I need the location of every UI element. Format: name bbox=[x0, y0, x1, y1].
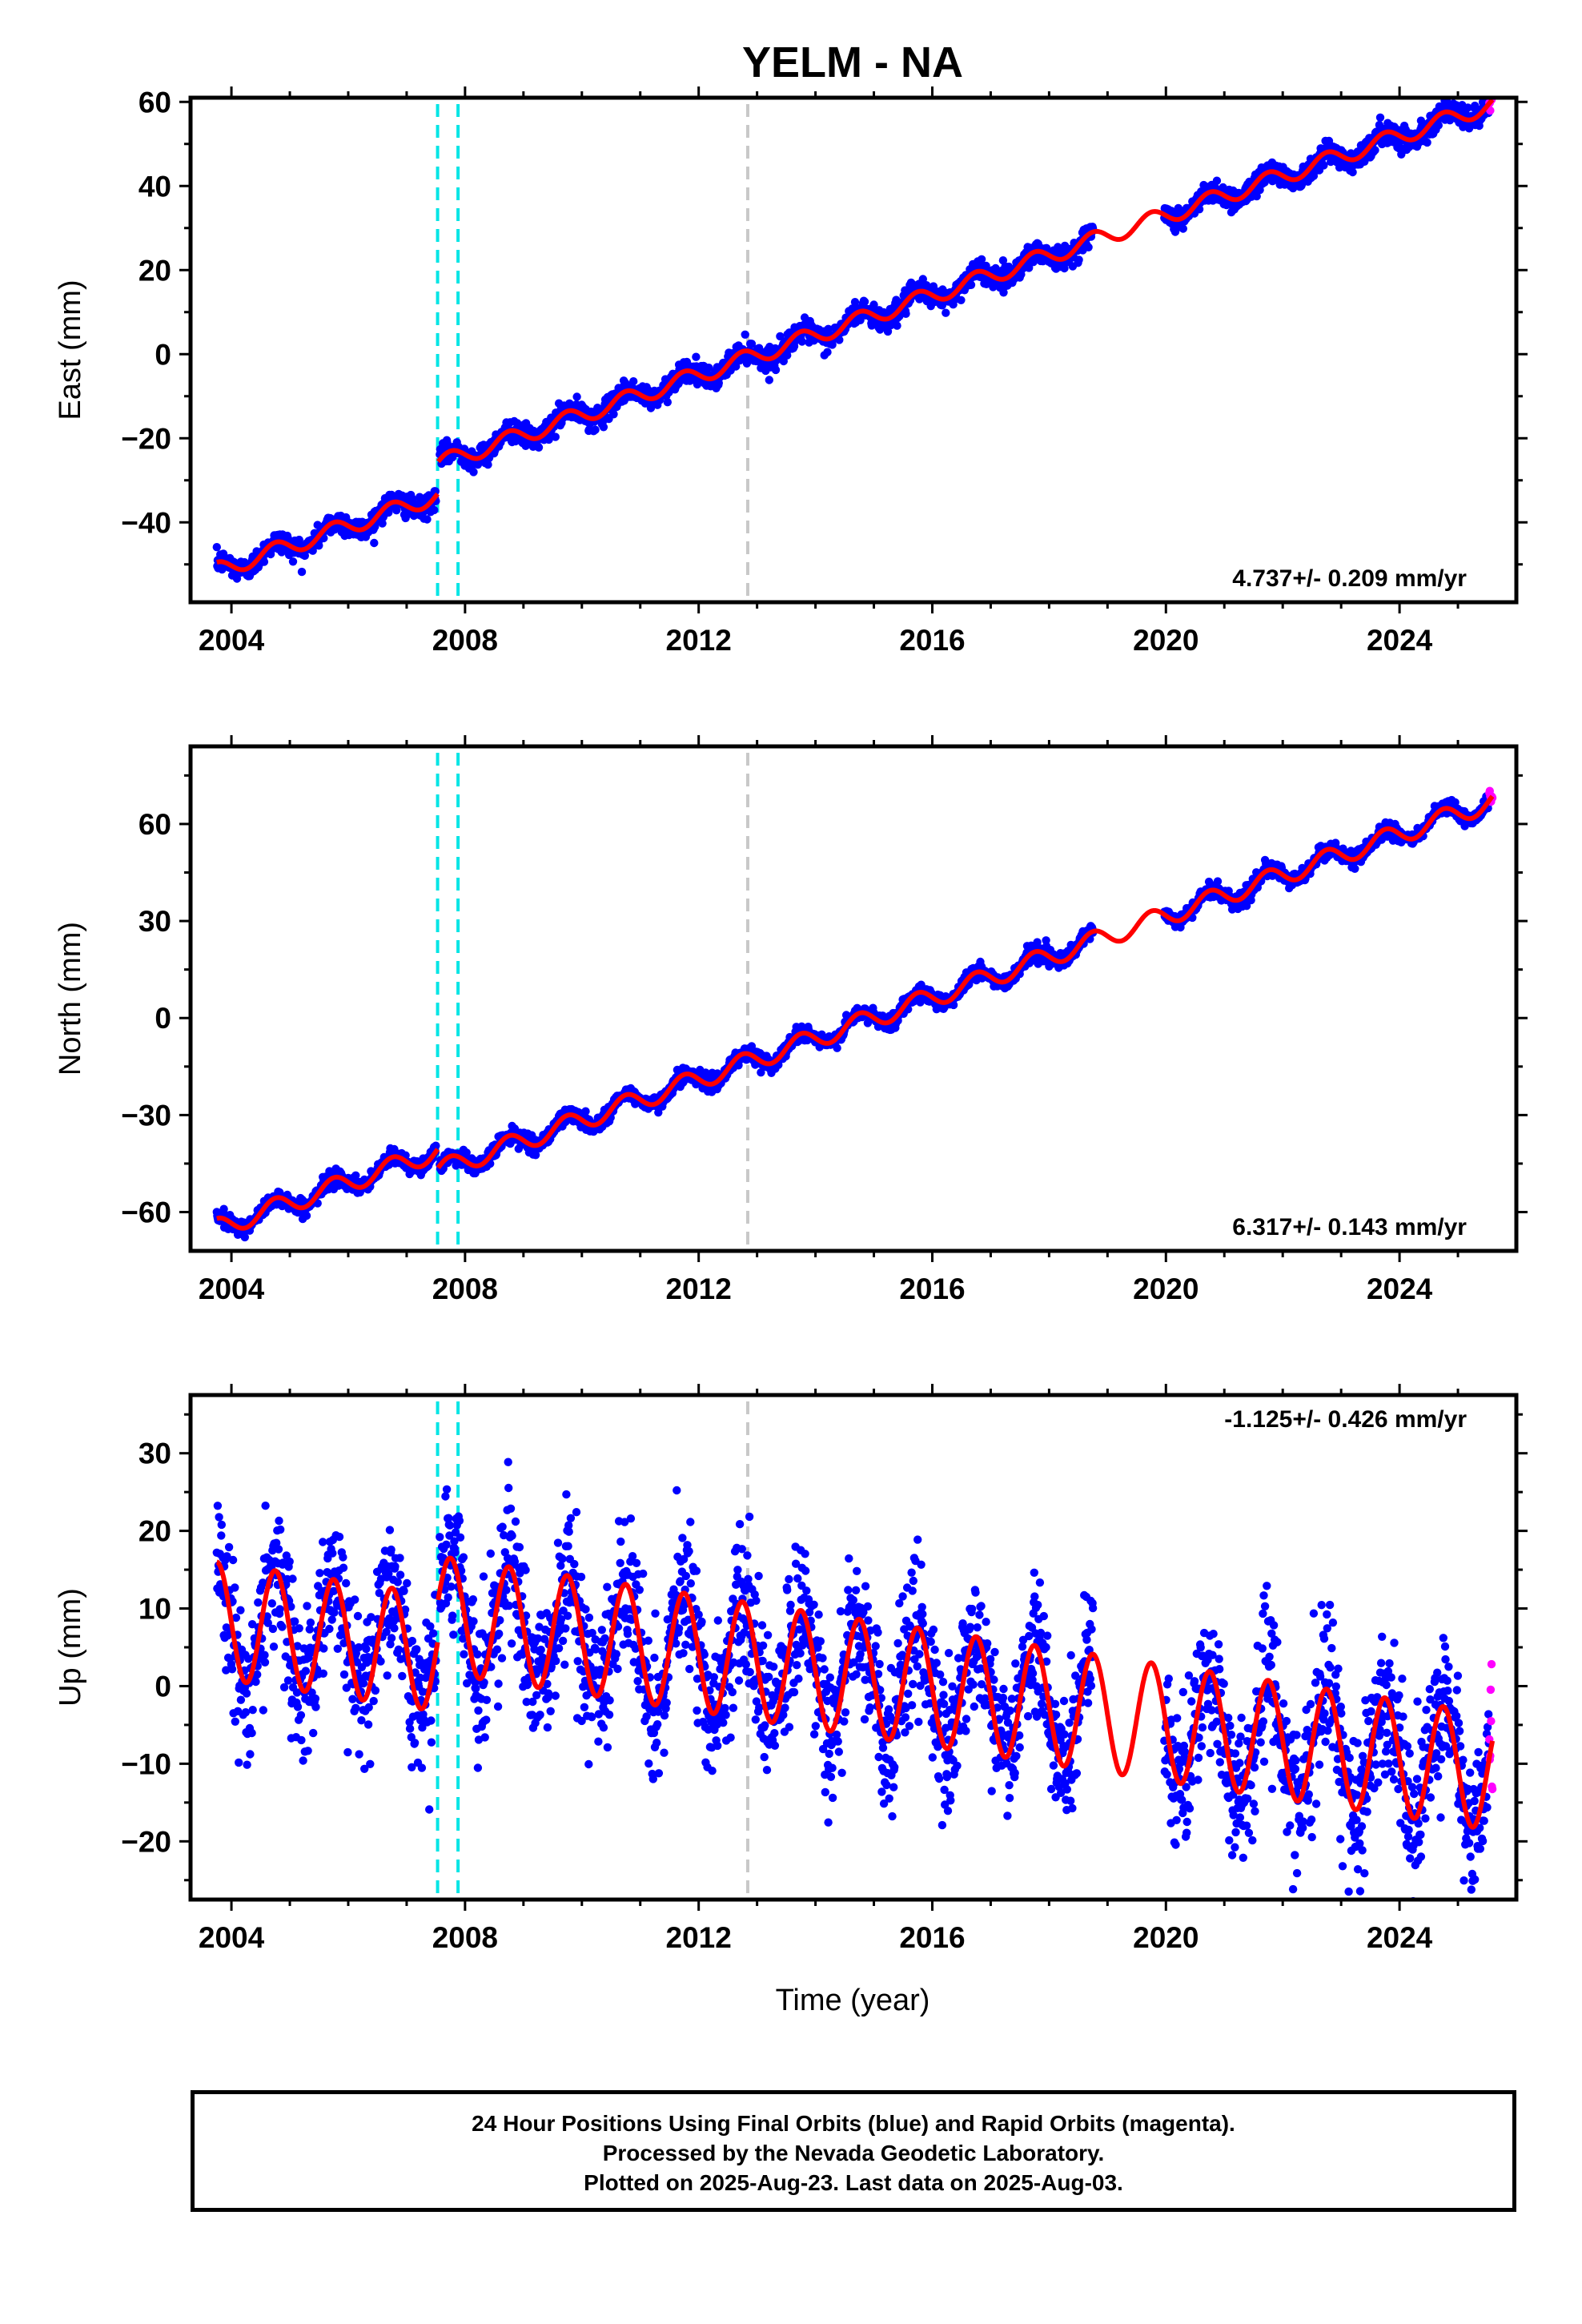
figure-title: YELM - NA bbox=[742, 38, 963, 86]
data-point bbox=[259, 557, 269, 566]
y-tick-label: 0 bbox=[155, 338, 171, 371]
data-point bbox=[315, 541, 323, 550]
data-point bbox=[599, 423, 608, 432]
data-point bbox=[534, 443, 544, 452]
data-point bbox=[469, 468, 478, 476]
data-point bbox=[957, 296, 966, 304]
data-point bbox=[378, 519, 387, 528]
data-point bbox=[823, 348, 832, 356]
data-point bbox=[835, 336, 844, 344]
data-point bbox=[1423, 138, 1431, 147]
data-point bbox=[591, 425, 600, 434]
data-point bbox=[1178, 224, 1188, 233]
data-point bbox=[288, 557, 298, 566]
data-point bbox=[609, 410, 618, 419]
y-tick-label: 60 bbox=[139, 86, 171, 119]
data-point bbox=[747, 340, 757, 348]
data-point bbox=[1213, 877, 1223, 886]
data-point bbox=[1074, 255, 1083, 264]
x-tick-label: 2012 bbox=[666, 624, 732, 657]
data-point bbox=[297, 567, 307, 577]
data-point bbox=[370, 538, 379, 548]
y-tick-label: 20 bbox=[139, 254, 171, 287]
data-point bbox=[544, 435, 553, 444]
data-point bbox=[741, 330, 749, 339]
panel-east: 2004 2008 2012 2016 2020 2024 −40 −20 0 20 40 60 Eas… bbox=[54, 83, 1528, 657]
data-point bbox=[966, 280, 976, 289]
y-tick-label: 40 bbox=[139, 170, 171, 203]
data-point bbox=[430, 505, 439, 515]
data-point bbox=[431, 487, 440, 496]
x-tick-label: 2016 bbox=[899, 624, 965, 657]
data-point bbox=[1212, 176, 1222, 185]
rate-label-east: 4.737+/- 0.209 mm/yr bbox=[1232, 565, 1467, 592]
data-point bbox=[705, 364, 713, 372]
panel-north: 2004 2008 2012 2016 2020 2024−60−3003060North… bbox=[54, 735, 1528, 1305]
data-point bbox=[1434, 121, 1443, 130]
data-point bbox=[212, 543, 221, 552]
data-point bbox=[484, 460, 492, 469]
x-tick-label: 2004 bbox=[199, 624, 265, 657]
data-point bbox=[771, 365, 781, 375]
data-point bbox=[776, 332, 785, 341]
data-point bbox=[942, 308, 950, 317]
data-point bbox=[1488, 83, 1496, 91]
data-point bbox=[883, 327, 893, 336]
data-point bbox=[663, 398, 672, 407]
data-point bbox=[572, 392, 581, 401]
data-point bbox=[901, 309, 910, 318]
data-point bbox=[833, 1043, 841, 1052]
plot-area-east bbox=[212, 83, 1496, 602]
data-point bbox=[1319, 161, 1328, 170]
data-point bbox=[893, 321, 901, 330]
x-tick-label: 2008 bbox=[432, 624, 498, 657]
data-point bbox=[295, 535, 303, 545]
data-point bbox=[629, 377, 638, 386]
data-point bbox=[797, 337, 806, 346]
plot-area-north bbox=[212, 753, 1497, 1251]
x-tick-label: 2020 bbox=[1133, 624, 1199, 657]
data-point bbox=[423, 515, 432, 524]
y-axis-label-east: East (mm) bbox=[54, 279, 87, 420]
data-point bbox=[876, 324, 885, 333]
data-point bbox=[732, 362, 741, 371]
y-tick-label: −40 bbox=[121, 506, 171, 539]
data-point bbox=[1084, 243, 1093, 251]
data-point bbox=[551, 432, 560, 441]
data-point bbox=[765, 376, 773, 384]
data-point bbox=[692, 352, 701, 361]
data-point bbox=[302, 1211, 311, 1220]
data-point bbox=[860, 297, 869, 306]
data-point bbox=[1375, 113, 1385, 122]
data-point bbox=[581, 1107, 590, 1116]
data-point bbox=[232, 574, 242, 583]
x-tick-label: 2024 bbox=[1367, 624, 1433, 657]
y-tick-label: −20 bbox=[121, 422, 171, 455]
